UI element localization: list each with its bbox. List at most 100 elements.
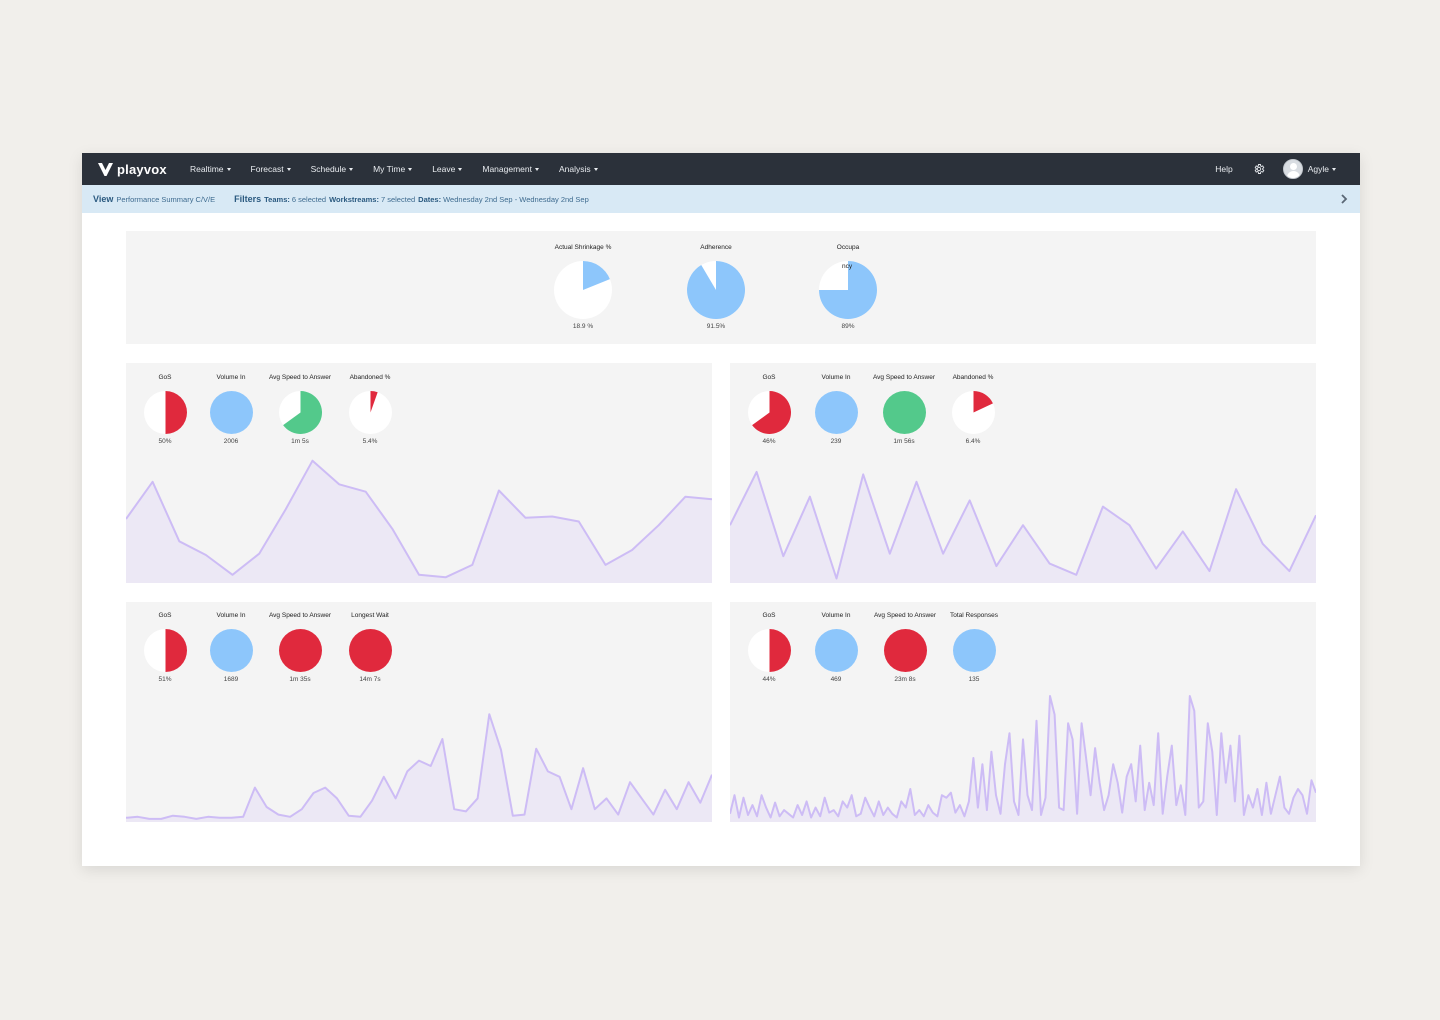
- playvox-logo[interactable]: playvox: [98, 162, 190, 177]
- pie-chart: [348, 629, 392, 672]
- help-link[interactable]: Help: [1215, 164, 1233, 174]
- kpi-abandoned: Abandoned % 5.4%: [335, 373, 405, 445]
- kpi-value: 469: [830, 676, 842, 683]
- avatar[interactable]: [1282, 159, 1303, 179]
- kpi-value: 91.5%: [706, 323, 726, 330]
- workstream-panel-2: GoS 46% Volume In 239 Avg Speed to Answe…: [730, 363, 1316, 583]
- playvox-logo-icon: [98, 162, 113, 176]
- pie-chart: [951, 391, 995, 434]
- pie-slice: [751, 391, 791, 434]
- caret-down-icon: [1332, 167, 1336, 171]
- menu-analysis[interactable]: Analysis: [559, 164, 598, 174]
- kpi-volume-in: Volume In 2006: [196, 373, 266, 445]
- kpi-label: Avg Speed to Answer: [268, 374, 332, 381]
- kpi-actual-shrinkage: Actual Shrinkage % 18.9 %: [548, 243, 618, 330]
- kpi-avg-speed-to-answer: Avg Speed to Answer 1m 56s: [869, 373, 939, 445]
- area-line: [126, 713, 712, 820]
- menu-leave[interactable]: Leave: [432, 164, 463, 174]
- kpi-value: 1m 35s: [289, 676, 311, 683]
- kpi-label: Total Responses: [949, 612, 999, 619]
- kpi-value: 135: [968, 676, 980, 683]
- kpi-value: 14m 7s: [359, 676, 381, 683]
- user-menu[interactable]: Agyle: [1308, 164, 1336, 174]
- caret-down-icon: [593, 167, 598, 171]
- kpi-label: Abandoned %: [952, 374, 994, 381]
- menu-schedule[interactable]: Schedule: [310, 164, 354, 174]
- pie-chart: [819, 261, 877, 319]
- kpi-occupancy: Occupa ncy 89%: [813, 243, 883, 330]
- menu-label: Forecast: [250, 164, 284, 174]
- pie-wrap: ncy: [813, 261, 883, 319]
- pie-slice: [370, 391, 378, 413]
- logo-text: playvox: [117, 161, 167, 177]
- caret-down-icon: [349, 167, 354, 171]
- kpi-gos: GoS 44%: [734, 611, 804, 683]
- view-selector[interactable]: View Performance Summary C/V/E: [93, 194, 215, 204]
- gear-icon[interactable]: [1253, 163, 1265, 175]
- kpi-total-responses: Total Responses 135: [939, 611, 1009, 683]
- pie-chart: [278, 391, 322, 434]
- kpi-label: Avg Speed to Answer: [872, 374, 936, 381]
- kpi-value: 2006: [223, 438, 239, 445]
- area-chart: [730, 695, 1316, 822]
- kpi-volume-in: Volume In 469: [801, 611, 871, 683]
- user-name: Agyle: [1307, 164, 1329, 174]
- app-window: playvox Realtime Forecast Schedule My Ti…: [82, 153, 1360, 866]
- menu-my-time[interactable]: My Time: [373, 164, 413, 174]
- pie-chart: [209, 629, 253, 672]
- menu-label: My Time: [373, 164, 406, 174]
- pie-slice: [814, 629, 858, 672]
- kpi-avg-speed-to-answer: Avg Speed to Answer 1m 5s: [265, 373, 335, 445]
- kpi-value: 18.9 %: [572, 323, 594, 330]
- dates-key: Dates:: [418, 195, 442, 204]
- pie-slice: [282, 391, 322, 434]
- kpi-value: 46%: [762, 438, 776, 445]
- chevron-right-icon[interactable]: [1340, 194, 1348, 204]
- pie-slice: [209, 391, 253, 434]
- area-fill: [126, 460, 712, 583]
- pie-chart: [687, 261, 745, 319]
- menu-realtime[interactable]: Realtime: [190, 164, 231, 174]
- avatar-head: [1289, 163, 1297, 170]
- kpi-value: 1689: [223, 676, 239, 683]
- kpi-longest-wait: Longest Wait 14m 7s: [335, 611, 405, 683]
- kpi-value: 44%: [762, 676, 776, 683]
- menu-management[interactable]: Management: [482, 164, 539, 174]
- filters-summary[interactable]: Filters Teams: 6 selected Workstreams: 7…: [234, 194, 592, 204]
- area-line: [126, 459, 712, 579]
- pie-slice: [819, 261, 877, 319]
- kpi-label: Volume In: [821, 374, 851, 381]
- menu-label: Management: [482, 164, 532, 174]
- kpi-value: 1m 5s: [291, 438, 309, 445]
- pie-slice: [687, 261, 745, 319]
- caret-down-icon: [535, 167, 539, 171]
- menu-label: Schedule: [310, 164, 347, 174]
- kpi-value: 6.4%: [965, 438, 981, 445]
- caret-down-icon: [286, 167, 291, 171]
- area-chart: [126, 459, 712, 583]
- pie-slice: [952, 629, 996, 672]
- pie-chart: [143, 391, 187, 434]
- area-fill: [126, 714, 712, 822]
- pie-slice: [769, 629, 791, 672]
- kpi-label: Avg Speed to Answer: [268, 612, 332, 619]
- pie-slice: [209, 629, 253, 672]
- kpi-label: GoS: [762, 374, 776, 381]
- kpi-label: Occupa: [836, 244, 860, 251]
- kpi-label: Abandoned %: [349, 374, 391, 381]
- kpi-value: 50%: [158, 438, 172, 445]
- view-value: Performance Summary C/V/E: [116, 195, 216, 204]
- area-fill: [730, 471, 1316, 583]
- pie-chart: [747, 629, 791, 672]
- kpi-label: Longest Wait: [351, 612, 389, 619]
- kpi-label-overflow: ncy: [842, 263, 853, 270]
- kpi-value: 23m 8s: [894, 676, 916, 683]
- menu-forecast[interactable]: Forecast: [251, 164, 291, 174]
- kpi-label: Volume In: [821, 612, 851, 619]
- menu-label: Analysis: [559, 164, 591, 174]
- kpi-label: Avg Speed to Answer: [873, 612, 937, 619]
- area-chart: [126, 713, 712, 822]
- avatar-body: [1286, 171, 1300, 178]
- workstreams-value: 7 selected: [380, 195, 416, 204]
- kpi-avg-speed-to-answer: Avg Speed to Answer 1m 35s: [265, 611, 335, 683]
